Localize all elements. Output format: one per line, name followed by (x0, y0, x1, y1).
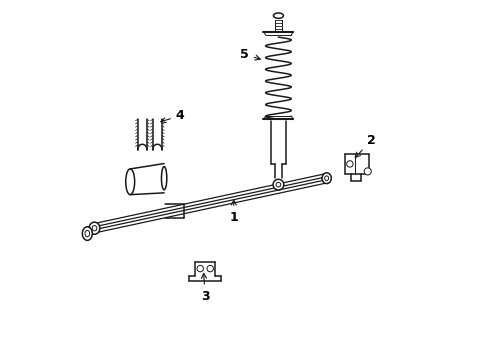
Ellipse shape (272, 179, 283, 190)
Ellipse shape (82, 227, 92, 240)
Ellipse shape (273, 13, 283, 18)
Text: 1: 1 (229, 200, 238, 224)
Ellipse shape (322, 173, 331, 184)
Ellipse shape (161, 167, 166, 190)
Text: 4: 4 (161, 109, 184, 123)
Text: 5: 5 (240, 48, 260, 61)
Ellipse shape (125, 169, 134, 195)
Ellipse shape (89, 222, 100, 234)
Text: 2: 2 (354, 134, 375, 157)
Text: 3: 3 (201, 273, 209, 303)
Circle shape (364, 168, 370, 175)
